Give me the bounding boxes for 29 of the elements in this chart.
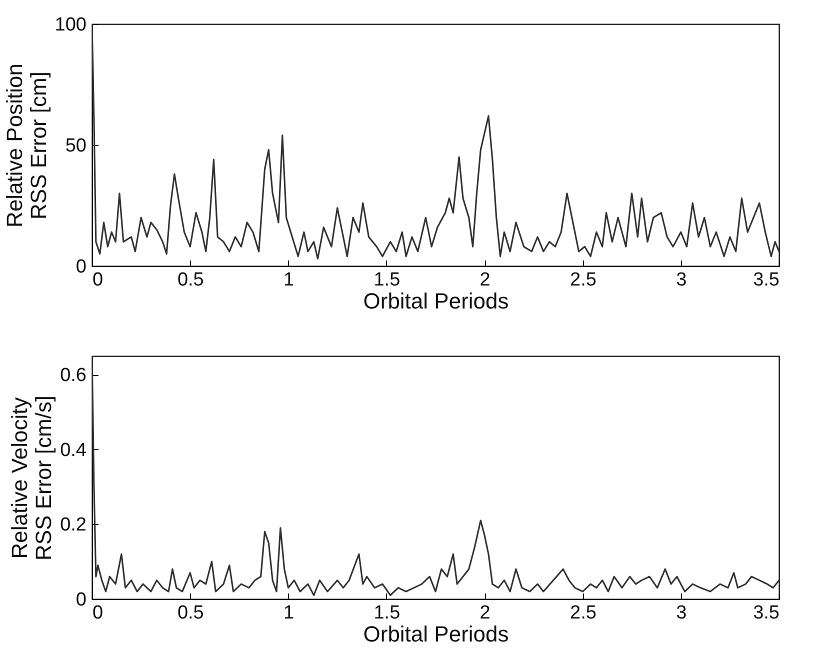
x-tick-label: 0 (92, 602, 104, 624)
x-tick-label: 3 (676, 270, 687, 290)
y-tick-label: 0.4 (60, 440, 87, 461)
x-tick-label: 2.5 (570, 270, 596, 290)
y-tick-label: 50 (65, 136, 86, 156)
x-tick-label: 1.5 (374, 602, 400, 624)
y-axis-title: Relative Position RSS Error [cm] (2, 64, 51, 228)
x-axis-title: Orbital Periods (363, 288, 509, 314)
x-tick-label: 3.5 (753, 602, 780, 624)
x-axis-title: Orbital Periods (363, 622, 509, 646)
y-tick-label: 0.2 (60, 514, 86, 536)
x-tick-label: 0.5 (177, 602, 204, 624)
y-axis-title: Relative Velocity RSS Error [cm/s] (7, 395, 56, 561)
x-tick-label: 1 (283, 602, 294, 624)
x-tick-label: 2 (480, 602, 490, 624)
x-tick-label: 1.5 (374, 270, 400, 290)
x-tick-label: 2.5 (570, 602, 596, 624)
y-tick-label: 0 (76, 256, 86, 278)
line-series (92, 356, 779, 596)
line-series (92, 24, 779, 260)
y-tick-label: 0.6 (60, 365, 86, 386)
y-tick-label: 0 (76, 590, 86, 610)
y-tick-label: 100 (54, 14, 86, 36)
x-tick-label: 3 (676, 602, 687, 624)
x-tick-label: 0.5 (177, 270, 204, 290)
x-tick-label: 0 (92, 270, 104, 290)
x-tick-label: 1 (283, 270, 294, 290)
x-tick-label: 2 (480, 270, 490, 290)
x-tick-label: 3.5 (753, 270, 780, 290)
